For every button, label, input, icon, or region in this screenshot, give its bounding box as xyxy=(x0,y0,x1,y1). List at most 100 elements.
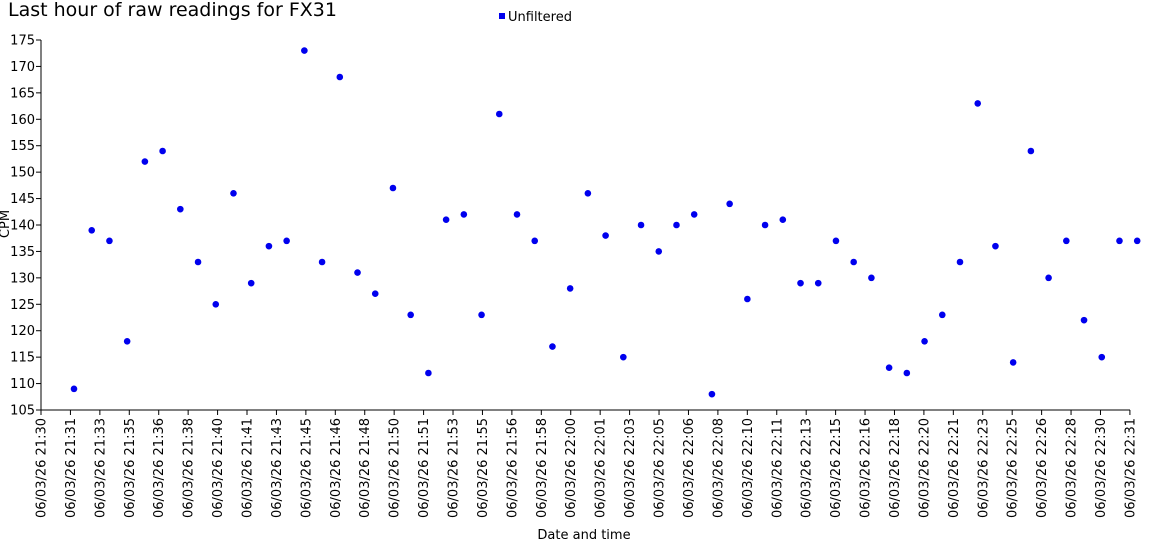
x-tick-label: 06/03/26 21:40 xyxy=(211,418,226,518)
x-tick-label: 06/03/26 21:55 xyxy=(476,418,491,518)
data-point xyxy=(992,242,999,250)
legend-swatch-unfiltered xyxy=(499,13,505,19)
x-tick-label: 06/03/26 21:36 xyxy=(152,418,167,518)
data-point xyxy=(141,158,149,165)
y-tick-label: 145 xyxy=(10,192,35,207)
x-tick-label: 06/03/26 21:30 xyxy=(35,418,50,518)
data-point xyxy=(673,221,680,229)
data-point xyxy=(549,343,556,350)
x-tick-label: 06/03/26 21:38 xyxy=(182,418,197,518)
x-tick-label: 06/03/26 22:30 xyxy=(1094,418,1109,518)
axes xyxy=(36,39,1131,415)
data-point xyxy=(974,100,982,107)
x-tick-label: 06/03/26 22:25 xyxy=(1006,418,1021,518)
x-tick-label: 06/03/26 22:20 xyxy=(917,418,932,518)
x-tick-label: 06/03/26 22:13 xyxy=(800,418,815,518)
x-tick-label: 06/03/26 22:15 xyxy=(829,418,844,518)
data-point xyxy=(1009,359,1017,366)
y-axis-label: CPM xyxy=(0,210,13,238)
data-point xyxy=(123,337,131,345)
x-tick-label: 06/03/26 21:51 xyxy=(417,418,432,518)
x-tick-label: 06/03/26 22:21 xyxy=(947,418,962,518)
x-tick-label: 06/03/26 21:33 xyxy=(93,418,108,518)
x-tick-label: 06/03/26 22:18 xyxy=(888,418,903,518)
data-point xyxy=(956,258,964,266)
data-point xyxy=(389,184,397,192)
legend: Unfiltered xyxy=(499,10,572,25)
x-tick-label: 06/03/26 22:16 xyxy=(859,418,874,518)
x-tick-labels: 06/03/26 21:30 06/03/26 21:31 06/03/26 21:… xyxy=(35,418,1139,518)
data-point xyxy=(584,189,592,197)
data-point xyxy=(708,390,716,398)
data-point xyxy=(1116,237,1123,245)
data-point xyxy=(921,337,928,345)
data-point xyxy=(531,237,539,245)
data-point xyxy=(283,237,290,245)
data-point xyxy=(425,369,432,377)
y-tick-label: 135 xyxy=(10,245,35,260)
y-tick-label: 170 xyxy=(10,60,35,75)
x-tick-label: 06/03/26 22:31 xyxy=(1123,418,1138,518)
data-point xyxy=(495,110,503,118)
x-tick-label: 06/03/26 21:48 xyxy=(358,418,373,518)
data-point xyxy=(620,353,627,361)
y-tick-label: 120 xyxy=(10,324,35,339)
data-point xyxy=(1063,237,1070,245)
data-point xyxy=(814,279,822,287)
data-point xyxy=(371,290,379,298)
x-tick-label: 06/03/26 21:35 xyxy=(123,418,138,518)
data-point xyxy=(159,147,166,155)
y-tick-label: 175 xyxy=(10,34,35,49)
x-tick-label: 06/03/26 22:06 xyxy=(682,418,697,518)
data-point xyxy=(1098,353,1106,361)
x-tick-label: 06/03/26 21:46 xyxy=(329,418,344,518)
data-point xyxy=(478,311,485,319)
data-point xyxy=(566,285,574,292)
x-tick-label: 06/03/26 22:28 xyxy=(1065,418,1080,518)
data-point xyxy=(726,200,733,208)
data-point xyxy=(265,242,273,250)
x-tick-label: 06/03/26 21:50 xyxy=(388,418,403,518)
y-tick-label: 105 xyxy=(10,404,35,419)
x-tick-label: 06/03/26 21:45 xyxy=(299,418,314,518)
data-point xyxy=(655,248,663,255)
y-tick-label: 155 xyxy=(10,139,35,154)
data-point xyxy=(938,311,946,319)
data-point xyxy=(1045,274,1052,282)
data-point xyxy=(885,364,893,372)
data-point xyxy=(690,211,698,218)
data-point xyxy=(106,237,113,245)
legend-label-unfiltered: Unfiltered xyxy=(508,10,572,25)
x-tick-label: 06/03/26 21:56 xyxy=(505,418,520,518)
data-point xyxy=(761,221,769,229)
y-tick-label: 165 xyxy=(10,86,35,101)
data-point xyxy=(779,216,787,224)
x-tick-label: 06/03/26 22:00 xyxy=(564,418,579,518)
x-tick-label: 06/03/26 22:08 xyxy=(711,418,726,518)
data-point xyxy=(460,211,468,218)
x-tick-label: 06/03/26 22:05 xyxy=(653,418,668,518)
data-point xyxy=(354,269,361,276)
y-tick-label: 125 xyxy=(10,298,35,313)
data-point xyxy=(1133,237,1141,245)
data-point xyxy=(744,295,751,303)
data-point xyxy=(797,279,804,287)
y-tick-label: 115 xyxy=(10,351,35,366)
data-point xyxy=(336,73,344,81)
data-point xyxy=(88,226,96,234)
data-point xyxy=(637,221,645,229)
y-tick-label: 130 xyxy=(10,271,35,286)
x-tick-label: 06/03/26 22:26 xyxy=(1035,418,1050,518)
x-tick-label: 06/03/26 22:23 xyxy=(976,418,991,518)
y-tick-label: 140 xyxy=(10,219,35,234)
data-point xyxy=(177,205,184,213)
x-tick-label: 06/03/26 22:11 xyxy=(770,418,785,518)
data-point xyxy=(868,274,875,282)
data-point xyxy=(212,300,220,308)
x-tick-label: 06/03/26 22:01 xyxy=(594,418,609,518)
y-tick-label: 150 xyxy=(10,166,35,181)
data-point xyxy=(194,258,202,266)
data-point xyxy=(832,237,840,245)
x-tick-label: 06/03/26 21:41 xyxy=(241,418,256,518)
